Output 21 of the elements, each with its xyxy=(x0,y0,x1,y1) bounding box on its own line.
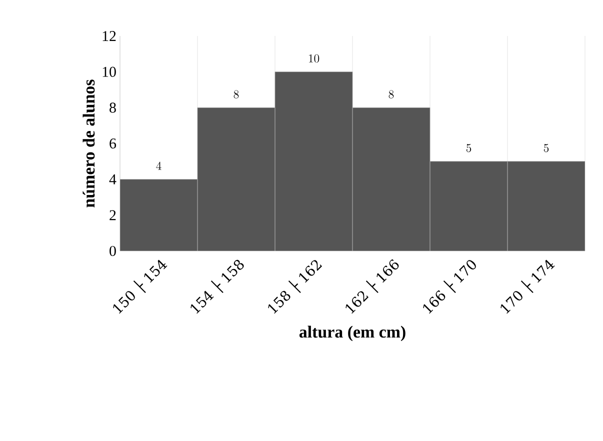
y-tick-label: 2 xyxy=(110,210,116,220)
y-tick-label: 12 xyxy=(102,31,116,41)
data-label: 5 xyxy=(544,144,549,152)
y-tick-label: 8 xyxy=(110,102,116,113)
y-tick-label: 0 xyxy=(110,246,116,256)
y-tick-label: 6 xyxy=(110,138,116,149)
data-label: 10 xyxy=(308,54,320,63)
x-tick-label: 162 ├ 166 xyxy=(346,259,399,314)
data-label: 5 xyxy=(466,144,472,152)
data-label: 8 xyxy=(234,90,239,98)
data-label: 8 xyxy=(388,90,394,98)
x-tick-label: 158 ├ 162 xyxy=(268,260,322,314)
y-tick-label: 4 xyxy=(109,174,116,184)
x-tick-label: 170 ├ 174 xyxy=(500,260,555,314)
y-axis-title: número de alunos xyxy=(82,80,95,208)
x-tick-label: 154 ├ 158 xyxy=(190,260,244,314)
data-label: 4 xyxy=(156,162,162,170)
x-tick-label: 150 ├ 154 xyxy=(113,260,168,314)
x-tick-label: 166 ├ 170 xyxy=(423,260,476,314)
y-tick-label: 10 xyxy=(102,66,116,77)
x-axis-title: altura (em cm) xyxy=(299,326,406,342)
